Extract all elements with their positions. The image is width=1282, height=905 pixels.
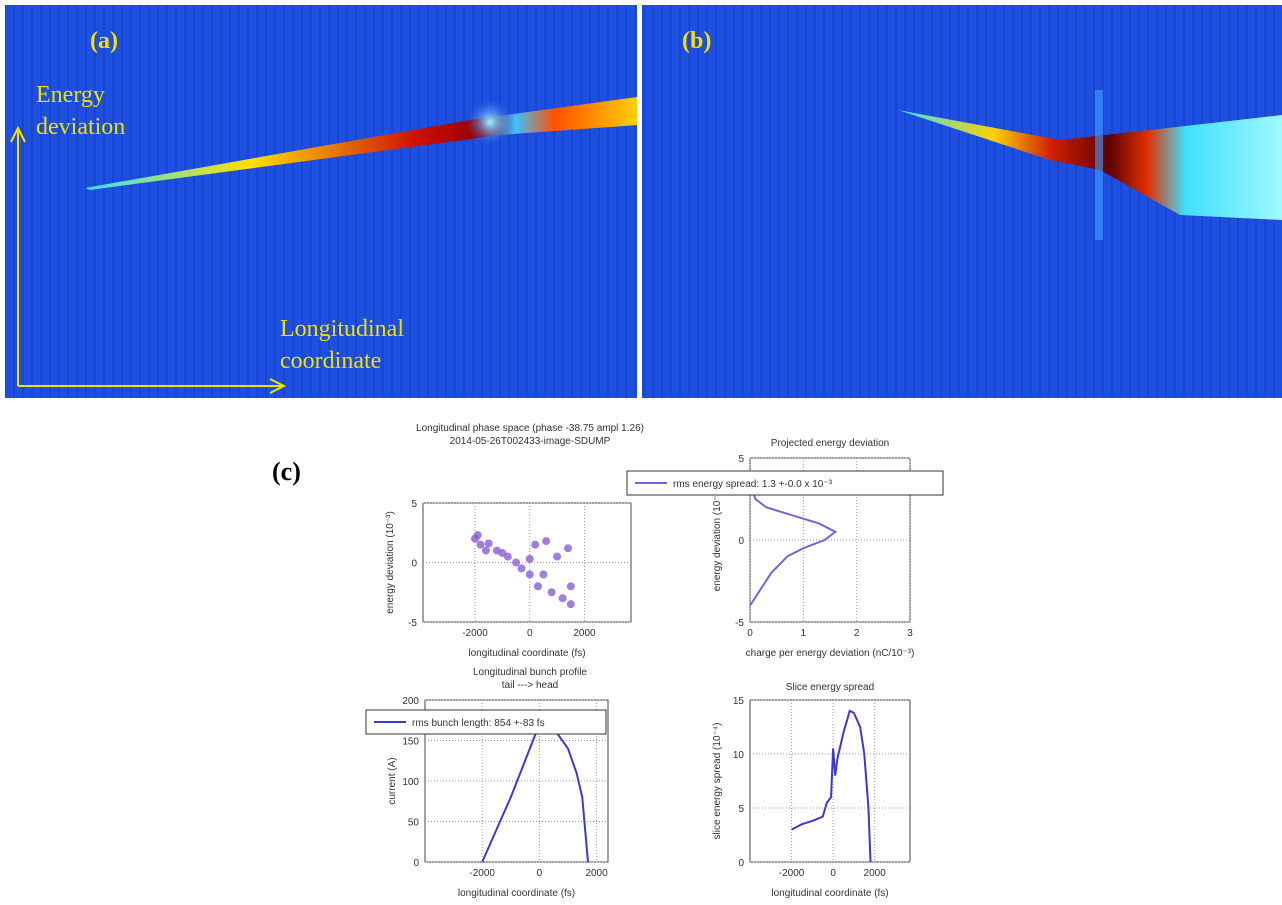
beam-halo bbox=[465, 97, 515, 147]
axis-label: Energy bbox=[36, 82, 105, 108]
y-tick-label: 15 bbox=[733, 696, 745, 707]
scatter-point bbox=[533, 582, 542, 591]
x-tick-label: -2000 bbox=[469, 868, 495, 879]
y-tick-label: 100 bbox=[402, 777, 419, 788]
x-axis-label: charge per energy deviation (nC/10⁻³) bbox=[746, 648, 915, 659]
chart-title: Longitudinal bunch profile bbox=[473, 667, 587, 678]
scatter-point bbox=[542, 537, 551, 546]
axis-label: coordinate bbox=[280, 348, 381, 374]
line bbox=[749, 490, 838, 607]
panel-label: (b) bbox=[682, 28, 711, 54]
y-tick-label: 150 bbox=[402, 737, 419, 748]
x-tick-label: 1 bbox=[801, 628, 807, 639]
beam-halo bbox=[1095, 90, 1103, 240]
y-axis-label: slice energy spread (10⁻⁴) bbox=[712, 723, 723, 840]
x-tick-label: 0 bbox=[747, 628, 753, 639]
scatter-point bbox=[531, 540, 540, 549]
y-tick-label: -5 bbox=[408, 618, 417, 629]
chart-title: Longitudinal phase space (phase -38.75 a… bbox=[416, 423, 644, 434]
y-tick-label: -5 bbox=[735, 618, 744, 629]
y-tick-label: 0 bbox=[411, 559, 417, 570]
x-tick-label: 0 bbox=[537, 868, 543, 879]
scatter-point bbox=[566, 600, 575, 609]
y-axis-label: current (A) bbox=[387, 757, 398, 804]
x-tick-label: 0 bbox=[527, 628, 533, 639]
chart-title: tail ---> head bbox=[502, 680, 558, 691]
scatter-point bbox=[525, 554, 534, 563]
x-tick-label: 2000 bbox=[573, 628, 596, 639]
scatter-point bbox=[553, 552, 562, 561]
panel-label: (c) bbox=[272, 457, 301, 486]
legend-label: rms bunch length: 854 +-83 fs bbox=[412, 718, 545, 729]
x-tick-label: 2000 bbox=[585, 868, 608, 879]
scatter-point bbox=[525, 570, 534, 579]
y-axis-label: energy deviation (10⁻³) bbox=[385, 511, 396, 614]
line bbox=[791, 709, 872, 863]
y-tick-label: 10 bbox=[733, 750, 745, 761]
x-tick-label: 0 bbox=[830, 868, 836, 879]
axis-label: deviation bbox=[36, 114, 125, 140]
y-axis-label: energy deviation (10⁻³) bbox=[712, 489, 723, 592]
x-tick-label: -2000 bbox=[779, 868, 805, 879]
plot-area bbox=[749, 699, 911, 863]
plot-area bbox=[422, 502, 632, 623]
scatter-point bbox=[566, 582, 575, 591]
scatter-point bbox=[476, 540, 485, 549]
scatter-point bbox=[558, 594, 567, 603]
beam-streak bbox=[898, 110, 1282, 220]
scatter-point bbox=[539, 570, 548, 579]
axis-arrows bbox=[10, 125, 287, 394]
scatter-point bbox=[484, 539, 493, 548]
scatter-point bbox=[517, 564, 526, 573]
scatter-point bbox=[473, 531, 482, 540]
chart-title: 2014-05-26T002433-image-SDUMP bbox=[450, 436, 611, 447]
legend-label: rms energy spread: 1.3 +-0.0 x 10⁻³ bbox=[673, 479, 833, 490]
panel-label: (a) bbox=[90, 28, 118, 54]
x-axis-label: longitudinal coordinate (fs) bbox=[771, 888, 888, 899]
x-axis-label: longitudinal coordinate (fs) bbox=[468, 648, 585, 659]
scatter-point bbox=[503, 552, 512, 561]
y-tick-label: 0 bbox=[738, 858, 744, 869]
chart-title: Slice energy spread bbox=[786, 682, 874, 693]
axis-label: Longitudinal bbox=[280, 316, 404, 342]
chart-title: Projected energy deviation bbox=[771, 438, 889, 449]
scatter-point bbox=[481, 546, 490, 555]
y-tick-label: 5 bbox=[411, 499, 417, 510]
y-tick-label: 0 bbox=[738, 536, 744, 547]
legend bbox=[626, 470, 944, 496]
y-tick-label: 50 bbox=[408, 818, 420, 829]
image-a bbox=[5, 5, 637, 398]
scatter-point bbox=[547, 588, 556, 597]
scatter-point bbox=[512, 558, 521, 567]
x-tick-label: 3 bbox=[907, 628, 913, 639]
x-axis-label: longitudinal coordinate (fs) bbox=[458, 888, 575, 899]
plots: Longitudinal phase space (phase -38.75 a… bbox=[365, 423, 944, 899]
x-tick-label: 2 bbox=[854, 628, 860, 639]
y-tick-label: 200 bbox=[402, 696, 419, 707]
y-tick-label: 5 bbox=[738, 454, 744, 465]
scatter-point bbox=[564, 544, 573, 553]
x-tick-label: 2000 bbox=[864, 868, 887, 879]
y-tick-label: 0 bbox=[413, 858, 419, 869]
x-tick-label: -2000 bbox=[462, 628, 488, 639]
y-tick-label: 5 bbox=[738, 804, 744, 815]
